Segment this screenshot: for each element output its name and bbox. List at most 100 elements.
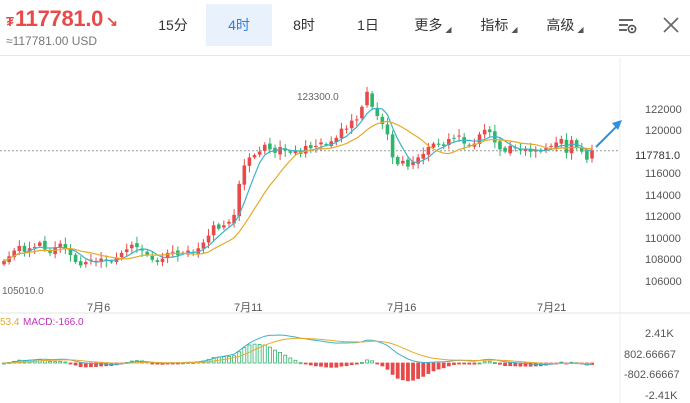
candle-body (73, 254, 78, 263)
candle (48, 248, 52, 257)
macd-bar (370, 360, 375, 364)
low-price-label: 105010.0 (2, 286, 44, 297)
candle-body (579, 147, 584, 152)
candle (130, 241, 134, 254)
down-arrow-icon: ↘ (106, 13, 118, 29)
candle-body (441, 144, 446, 146)
candle-body (416, 157, 420, 164)
macd-bar (53, 361, 58, 364)
tab-4h[interactable]: 4时 (206, 4, 272, 46)
candle-body (482, 129, 487, 135)
macd-bar (237, 351, 242, 364)
macd-bar (365, 359, 369, 364)
candle (360, 105, 364, 120)
candle-body (436, 143, 441, 145)
candle-body (590, 150, 594, 159)
tab-15min[interactable]: 15分 (158, 17, 188, 33)
macd-bar (324, 362, 329, 368)
tab-more[interactable]: 更多 ◢ (414, 17, 452, 34)
candle-body (216, 224, 221, 229)
macd-bar (349, 362, 354, 366)
macd-bar (48, 361, 52, 364)
candle (559, 135, 564, 149)
macd-tick: -802.66667 (624, 369, 680, 381)
price-tick: 114000 (645, 190, 681, 202)
candle-body (84, 262, 88, 265)
candle (370, 90, 374, 111)
macd-bar (477, 362, 482, 365)
price-tick: 116000 (645, 168, 681, 180)
candle-body (452, 137, 456, 139)
candle-body (43, 240, 47, 250)
macd-bar (457, 362, 461, 365)
macd-bar (150, 362, 155, 365)
candle (482, 124, 487, 139)
candle-body (544, 148, 548, 151)
candle-body (554, 142, 559, 148)
candle (365, 86, 369, 108)
candle-body (22, 245, 27, 252)
macd-bar (78, 362, 83, 367)
candle-body (211, 225, 216, 236)
macd-bar (426, 362, 431, 374)
tab-1d[interactable]: 1日 (357, 17, 379, 33)
candle-body (385, 124, 390, 135)
candle-body (27, 248, 32, 252)
candle-body (487, 129, 492, 133)
macd-bar (273, 349, 277, 364)
candle-body (498, 141, 502, 150)
macd-bar (462, 362, 467, 365)
candle (533, 146, 538, 158)
candle-body (242, 165, 247, 185)
macd-bar (247, 344, 252, 364)
price-pane (0, 86, 620, 269)
candle (216, 222, 221, 231)
candle (303, 140, 308, 158)
macd-bar (528, 362, 533, 367)
candle (84, 259, 88, 268)
candle (308, 141, 313, 154)
candle (89, 254, 93, 265)
macd-tick: 2.41K (645, 328, 674, 340)
close-icon[interactable] (660, 14, 682, 36)
candle-body (232, 214, 236, 224)
candle (124, 243, 129, 257)
candle (257, 146, 262, 158)
candle-body (308, 145, 313, 149)
macd-bar (416, 362, 421, 379)
candle-body (421, 153, 426, 159)
chart-settings-icon[interactable] (616, 14, 638, 36)
candle-body (237, 183, 241, 217)
macd-bar (288, 357, 293, 364)
macd-bar (242, 347, 247, 364)
candle-body (160, 258, 165, 263)
candlestick-chart[interactable]: 122000 120000 116000 114000 112000 11000… (0, 57, 690, 403)
candle (528, 142, 533, 158)
candle-body (324, 144, 328, 146)
header-bar: ₮ 117781.0 ↘ ≈117781.00 USD 15分 4时 8时 1日… (0, 0, 690, 56)
tab-8h[interactable]: 8时 (293, 17, 315, 33)
candle (421, 147, 426, 165)
candle (375, 102, 380, 121)
tab-advanced[interactable]: 高级 ◢ (546, 17, 584, 34)
candle-body (329, 141, 334, 146)
candle-body (370, 93, 374, 107)
candle (554, 136, 559, 152)
macd-bar (303, 362, 308, 365)
candle-body (140, 248, 144, 251)
candle-body (119, 252, 124, 258)
candle-body (247, 157, 252, 166)
ma-slow-line (3, 120, 593, 262)
candle-body (252, 155, 257, 158)
date-tick: 7月6 (87, 302, 110, 314)
macd-bar (395, 362, 400, 379)
candle-body (523, 149, 528, 151)
candle (477, 131, 482, 148)
candle (487, 126, 492, 138)
candle-body (89, 259, 93, 261)
candle (457, 128, 461, 142)
candle (186, 245, 190, 257)
tab-indicators[interactable]: 指标 ◢ (480, 17, 518, 34)
current-price-tag-bg (625, 147, 685, 163)
candle-body (68, 248, 73, 256)
